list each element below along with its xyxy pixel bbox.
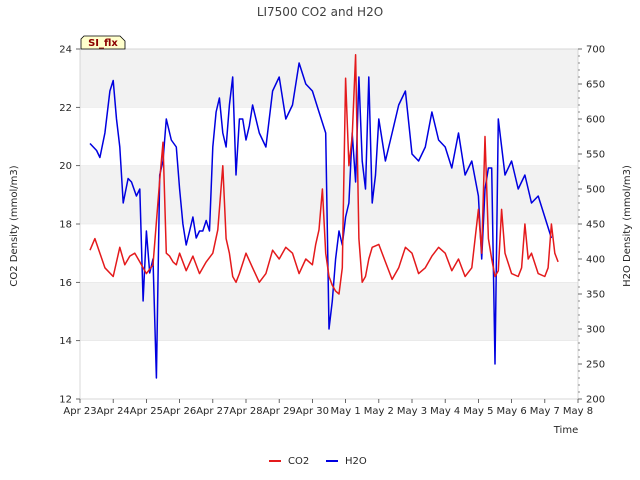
y-left-tick-label: 18 bbox=[59, 220, 72, 231]
series-line-h2o bbox=[89, 62, 553, 379]
y-axis-right: 200 250 300 350 400 450 500 550 600 650 700 bbox=[578, 45, 605, 406]
x-tick-label: Apr 28 bbox=[229, 406, 262, 417]
x-tick-label: May 5 bbox=[463, 406, 493, 417]
y-right-tick-label: 350 bbox=[586, 290, 605, 301]
grid-band bbox=[80, 165, 578, 224]
y-right-tick-label: 700 bbox=[586, 45, 605, 56]
x-tick-label: Apr 30 bbox=[296, 406, 329, 417]
y-left-tick-label: 20 bbox=[59, 161, 72, 172]
x-tick-label: May 8 bbox=[563, 406, 593, 417]
si-flx-badge: SI_flx bbox=[80, 35, 126, 50]
y-right-tick-label: 200 bbox=[586, 395, 605, 406]
y-right-tick-label: 400 bbox=[586, 255, 605, 266]
x-axis: Apr 23 Apr 24 Apr 25 Apr 26 Apr 27 Apr 28 Apr … bbox=[63, 399, 593, 417]
y-right-tick-label: 500 bbox=[586, 185, 605, 196]
y-left-tick-label: 24 bbox=[59, 45, 72, 56]
y-left-tick-label: 14 bbox=[59, 336, 72, 347]
x-tick-label: May 7 bbox=[530, 406, 560, 417]
x-tick-label: Apr 27 bbox=[196, 406, 229, 417]
x-axis-label: Time bbox=[553, 425, 578, 436]
x-tick-label: Apr 26 bbox=[163, 406, 196, 417]
chart-title: LI7500 CO2 and H2O bbox=[257, 5, 383, 19]
y-right-tick-label: 600 bbox=[586, 115, 605, 126]
series-layer bbox=[89, 54, 559, 379]
legend-co2-label: CO2 bbox=[288, 456, 309, 467]
y-axis-left: 12 14 16 18 20 22 24 bbox=[59, 45, 80, 406]
x-tick-label: Apr 29 bbox=[263, 406, 296, 417]
y-left-tick-label: 16 bbox=[59, 278, 72, 289]
legend-h2o-label: H2O bbox=[345, 456, 367, 467]
y-right-tick-label: 300 bbox=[586, 325, 605, 336]
x-tick-label: May 6 bbox=[496, 406, 526, 417]
badge-box bbox=[80, 35, 126, 50]
y-right-tick-label: 450 bbox=[586, 220, 605, 231]
y-axis-right-label: H2O Density (mmol/m3) bbox=[622, 165, 633, 287]
y-right-tick-label: 250 bbox=[586, 360, 605, 371]
y-left-tick-label: 12 bbox=[59, 395, 72, 406]
grid-band bbox=[80, 49, 578, 108]
y-axis-left-label: CO2 Density (mmol/m3) bbox=[9, 165, 20, 286]
x-tick-label: Apr 24 bbox=[97, 406, 130, 417]
x-tick-label: May 1 bbox=[330, 406, 360, 417]
legend: CO2 H2O bbox=[269, 456, 367, 467]
y-right-tick-label: 650 bbox=[586, 80, 605, 91]
x-tick-label: May 4 bbox=[430, 406, 460, 417]
x-tick-label: Apr 23 bbox=[63, 406, 96, 417]
x-tick-label: May 2 bbox=[364, 406, 394, 417]
y-left-tick-label: 22 bbox=[59, 103, 72, 114]
x-tick-label: Apr 25 bbox=[130, 406, 163, 417]
series-line-co2 bbox=[89, 54, 559, 295]
x-tick-label: May 3 bbox=[397, 406, 427, 417]
badge-label: SI_flx bbox=[88, 38, 118, 49]
y-right-tick-label: 550 bbox=[586, 150, 605, 161]
